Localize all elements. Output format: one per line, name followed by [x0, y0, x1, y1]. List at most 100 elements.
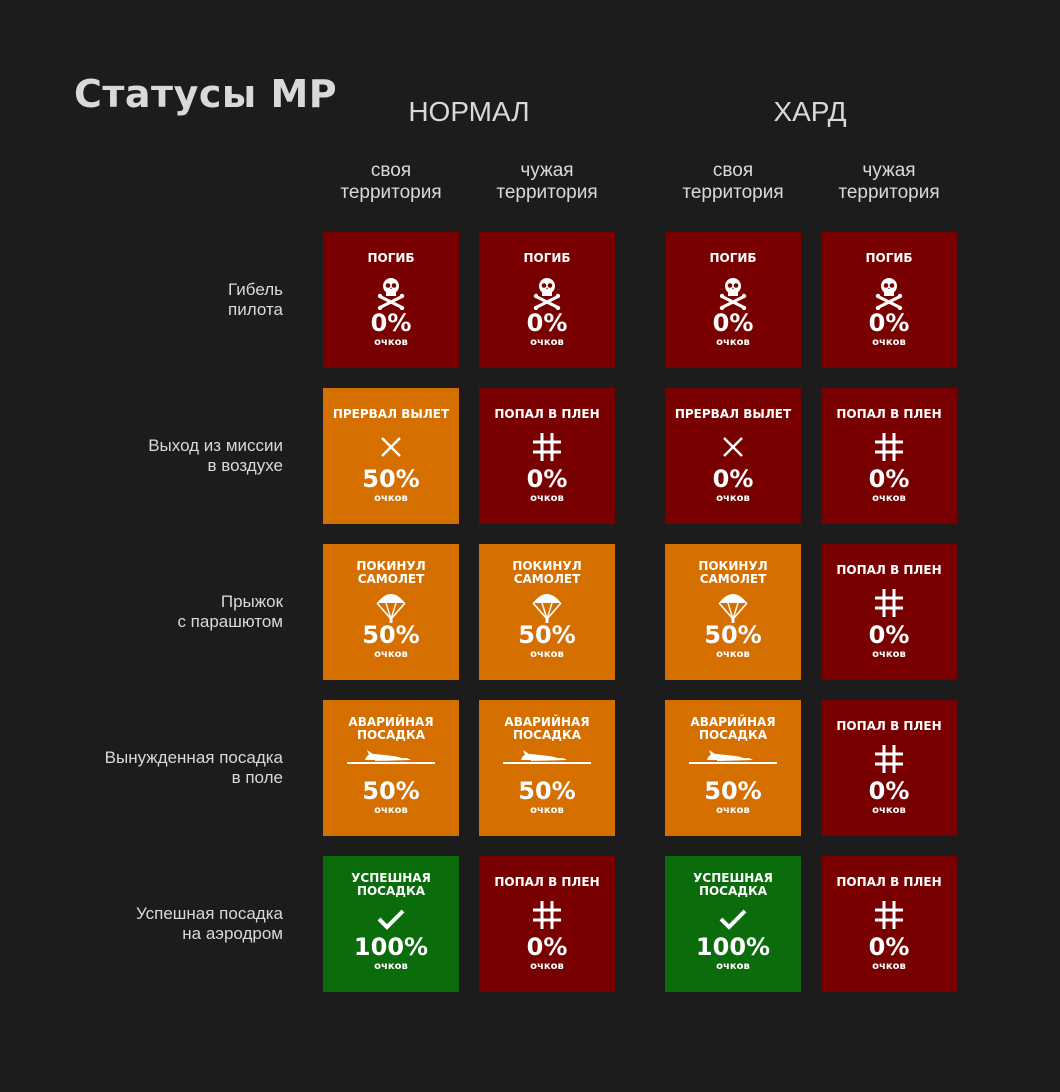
status-label: ПОГИБ [523, 251, 571, 265]
status-card: ПОПАЛ В ПЛЕН 0% очков [821, 856, 957, 992]
score-percent: 50% [362, 621, 420, 649]
status-label: ПОГИБ [865, 251, 913, 265]
status-label: ПОПАЛ В ПЛЕН [836, 407, 942, 421]
checkmark-icon [377, 909, 405, 929]
status-card: АВАРИЙНАЯ ПОСАДКА 50% очков [323, 700, 459, 836]
score-unit: очков [374, 805, 408, 816]
score-percent: 50% [704, 621, 762, 649]
status-label: АВАРИЙНАЯ ПОСАДКА [690, 715, 776, 742]
row-label-forced-landing: Вынужденная посадка в поле [104, 748, 283, 787]
crashed-plane-icon [689, 749, 777, 764]
score-unit: очков [872, 493, 906, 504]
score-unit: очков [716, 961, 750, 972]
score-percent: 0% [526, 309, 568, 337]
status-label: ПОПАЛ В ПЛЕН [836, 875, 942, 889]
score-unit: очков [374, 649, 408, 660]
status-card: ПОГИБ 0% очков [665, 232, 801, 368]
bars-icon [531, 899, 563, 931]
score-percent: 50% [362, 465, 420, 493]
score-unit: очков [530, 337, 564, 348]
score-percent: 0% [712, 465, 754, 493]
score-unit: очков [716, 493, 750, 504]
score-unit: очков [530, 649, 564, 660]
bars-icon [873, 587, 905, 619]
score-unit: очков [530, 961, 564, 972]
status-label: ПОПАЛ В ПЛЕН [836, 563, 942, 577]
cross-icon [380, 436, 402, 458]
skull-icon [718, 276, 748, 310]
status-card: ПРЕРВАЛ ВЫЛЕТ 50% очков [323, 388, 459, 524]
status-label: ПОПАЛ В ПЛЕН [494, 875, 600, 889]
status-card: ПОПАЛ В ПЛЕН 0% очков [821, 388, 957, 524]
score-unit: очков [374, 961, 408, 972]
score-unit: очков [872, 649, 906, 660]
status-card: ПРЕРВАЛ ВЫЛЕТ 0% очков [665, 388, 801, 524]
status-label: ПОПАЛ В ПЛЕН [494, 407, 600, 421]
mode-header-hard: ХАРД [773, 96, 847, 127]
status-label: ПОГИБ [709, 251, 757, 265]
parachute-icon [532, 593, 562, 624]
status-label: ПРЕРВАЛ ВЫЛЕТ [674, 407, 792, 421]
bars-icon [873, 431, 905, 463]
bars-icon [531, 431, 563, 463]
cross-icon [722, 436, 744, 458]
score-percent: 0% [868, 309, 910, 337]
status-label: ПОКИНУЛ САМОЛЕТ [512, 559, 582, 586]
skull-icon [376, 276, 406, 310]
score-percent: 0% [868, 933, 910, 961]
column-header-enemy-territory: чужая территория [838, 160, 940, 203]
status-label: АВАРИЙНАЯ ПОСАДКА [348, 715, 434, 742]
status-card: ПОГИБ 0% очков [821, 232, 957, 368]
status-label: ПОКИНУЛ САМОЛЕТ [698, 559, 768, 586]
status-card: УСПЕШНАЯ ПОСАДКА 100% очков [665, 856, 801, 992]
score-unit: очков [872, 337, 906, 348]
score-percent: 0% [370, 309, 412, 337]
score-percent: 100% [353, 933, 429, 961]
score-percent: 0% [712, 309, 754, 337]
skull-icon [874, 276, 904, 310]
skull-icon [532, 276, 562, 310]
status-card: ПОКИНУЛ САМОЛЕТ 50% очков [323, 544, 459, 680]
score-unit: очков [374, 493, 408, 504]
status-card: ПОПАЛ В ПЛЕН 0% очков [821, 700, 957, 836]
row-label-pilot-death: Гибель пилота [228, 280, 283, 319]
status-card: ПОКИНУЛ САМОЛЕТ 50% очков [479, 544, 615, 680]
score-unit: очков [530, 805, 564, 816]
crashed-plane-icon [347, 749, 435, 764]
status-card: ПОПАЛ В ПЛЕН 0% очков [479, 856, 615, 992]
score-percent: 0% [526, 933, 568, 961]
crashed-plane-icon [503, 749, 591, 764]
row-label-exit-in-air: Выход из миссии в воздухе [148, 436, 283, 475]
row-label-parachute-jump: Прыжок с парашютом [177, 592, 283, 631]
status-label: ПРЕРВАЛ ВЫЛЕТ [332, 407, 450, 421]
score-percent: 50% [704, 777, 762, 805]
score-unit: очков [716, 805, 750, 816]
bars-icon [873, 899, 905, 931]
status-card: ПОГИБ 0% очков [479, 232, 615, 368]
parachute-icon [718, 593, 748, 624]
status-label: ПОПАЛ В ПЛЕН [836, 719, 942, 733]
status-label: УСПЕШНАЯ ПОСАДКА [351, 871, 431, 898]
score-unit: очков [872, 805, 906, 816]
score-percent: 50% [362, 777, 420, 805]
status-card: ПОГИБ 0% очков [323, 232, 459, 368]
status-card: АВАРИЙНАЯ ПОСАДКА 50% очков [479, 700, 615, 836]
status-label: ПОГИБ [367, 251, 415, 265]
score-percent: 0% [868, 621, 910, 649]
score-unit: очков [374, 337, 408, 348]
status-label: АВАРИЙНАЯ ПОСАДКА [504, 715, 590, 742]
status-card: АВАРИЙНАЯ ПОСАДКА 50% очков [665, 700, 801, 836]
score-percent: 50% [518, 777, 576, 805]
score-percent: 0% [526, 465, 568, 493]
parachute-icon [376, 593, 406, 624]
score-percent: 0% [868, 777, 910, 805]
page-title: Статусы МР [74, 72, 338, 116]
status-label: ПОКИНУЛ САМОЛЕТ [356, 559, 426, 586]
column-header-own-territory: своя территория [682, 160, 784, 203]
checkmark-icon [719, 909, 747, 929]
bars-icon [873, 743, 905, 775]
status-label: УСПЕШНАЯ ПОСАДКА [693, 871, 773, 898]
score-unit: очков [530, 493, 564, 504]
status-card: ПОКИНУЛ САМОЛЕТ 50% очков [665, 544, 801, 680]
score-unit: очков [716, 337, 750, 348]
